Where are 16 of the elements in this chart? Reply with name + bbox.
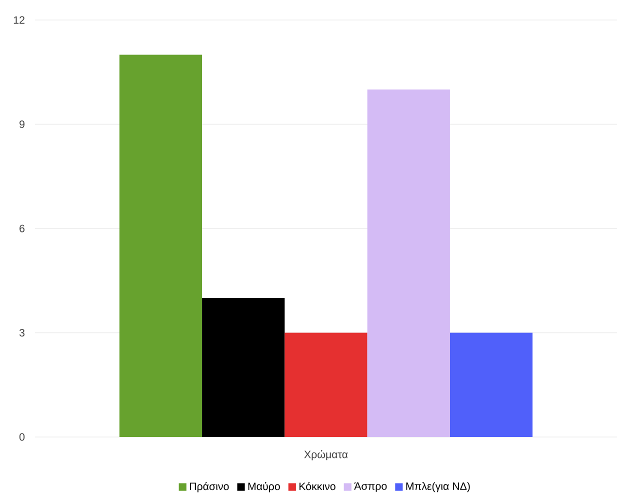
bar (284, 332, 368, 437)
y-tick-label: 3 (19, 328, 24, 337)
bar (202, 298, 285, 437)
bar (450, 332, 533, 437)
y-tick-label: 12 (14, 16, 24, 24)
y-tick-label: 6 (20, 224, 24, 232)
bar (119, 54, 202, 437)
legend-label: Άσπρο (354, 482, 387, 492)
legend-label: Μπλε(για ΝΔ) (406, 482, 470, 492)
legend-label: Κόκκινο (300, 482, 336, 490)
y-tick-label: 0 (19, 433, 25, 441)
y-tick-label: 9 (20, 120, 24, 128)
legend-label: Μαύρο (248, 482, 280, 492)
bar (367, 89, 450, 437)
x-tick-label: Χρώματα (304, 450, 348, 460)
legend-label: Πράσινο (190, 482, 229, 492)
